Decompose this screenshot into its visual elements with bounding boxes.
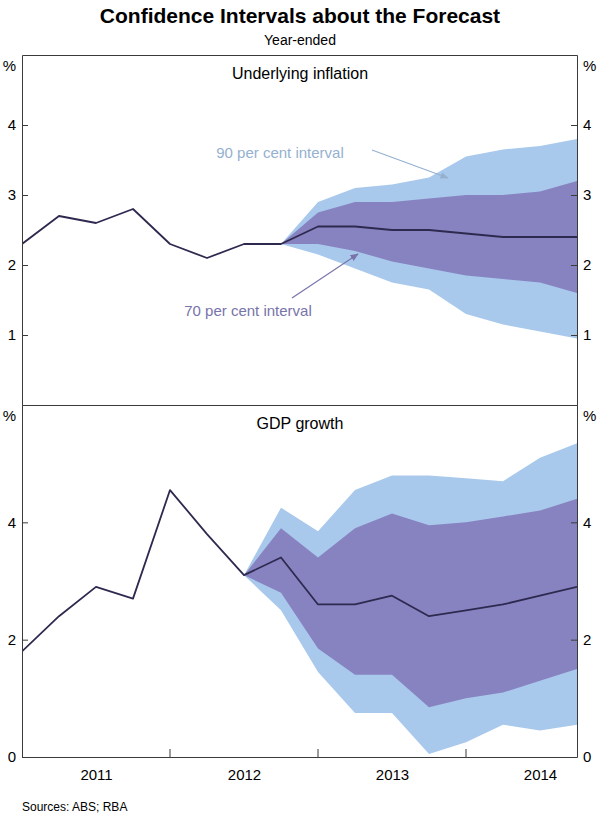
y-tick-label: 4: [583, 116, 591, 133]
y-tick-label: 4: [8, 116, 16, 133]
y-axis-left: 1 2 3 4: [8, 56, 28, 406]
y-tick-mark: [22, 195, 28, 196]
annotation-arrow: [292, 254, 358, 298]
x-tick-label: 2013: [376, 766, 409, 783]
y-tick-mark: [22, 757, 28, 758]
y-tick-mark: [571, 125, 577, 126]
y-tick-label: 3: [583, 186, 591, 203]
y-tick-mark: [571, 640, 577, 641]
y-tick-label: 4: [8, 514, 16, 531]
y-tick: 3: [8, 186, 28, 203]
x-boundary-tick: [170, 749, 171, 757]
x-tick-label: 2011: [80, 766, 112, 783]
y-tick-mark: [571, 522, 577, 523]
axis-line: [23, 405, 578, 406]
y-tick: 4: [571, 514, 591, 531]
y-tick-mark: [571, 757, 577, 758]
y-tick-label: 2: [8, 256, 16, 273]
y-tick-mark: [22, 522, 28, 523]
y-tick-label: 4: [583, 514, 591, 531]
panel-title: GDP growth: [257, 415, 344, 432]
y-tick-mark: [22, 335, 28, 336]
x-boundary-tick: [466, 749, 467, 757]
y-tick-label: 1: [8, 326, 16, 343]
y-tick-mark: [22, 265, 28, 266]
x-tick: 2014: [524, 757, 557, 783]
axis-line: [577, 406, 578, 758]
line: [22, 490, 577, 651]
y-unit-label: %: [3, 407, 16, 424]
plot-area: [22, 443, 577, 754]
y-tick-label: 0: [8, 748, 16, 765]
y-tick-mark: [571, 335, 577, 336]
background: [0, 0, 600, 820]
y-tick: 2: [571, 631, 591, 648]
x-tick-label: 2012: [228, 766, 261, 783]
chart-root: Confidence Intervals about the Forecast Y…: [0, 0, 600, 820]
y-tick-mark: [22, 125, 28, 126]
y-tick-mark: [571, 195, 577, 196]
x-axis: 2011 2012 2013 2014: [23, 757, 578, 783]
title: Confidence Intervals about the Forecast: [100, 4, 500, 27]
axis-line: [23, 757, 578, 758]
y-tick: 0: [8, 748, 28, 765]
axis-line: [22, 56, 23, 406]
annotation: 70 per cent interval: [184, 302, 312, 319]
y-tick: 4: [8, 514, 28, 531]
annotation-arrow: [372, 150, 448, 178]
y-tick-label: 3: [8, 186, 16, 203]
y-axis-right: 0 2 4: [571, 406, 591, 766]
subtitle: Year-ended: [264, 32, 336, 48]
axis-line: [23, 55, 578, 56]
x-tick: 2012: [228, 757, 261, 783]
y-tick-label: 2: [583, 256, 591, 273]
x-tick-label: 2014: [524, 766, 557, 783]
y-tick-mark: [571, 265, 577, 266]
frame-top: [23, 405, 578, 406]
x-boundary-tick: [318, 749, 319, 757]
axis-line: [577, 56, 578, 406]
axis-line: [22, 406, 23, 758]
source: Sources: ABS; RBA: [22, 800, 127, 814]
y-tick: 0: [571, 748, 591, 765]
annotation: 90 per cent interval: [216, 144, 344, 161]
y-tick-mark: [22, 640, 28, 641]
axis-line: [23, 405, 578, 406]
x-tick: 2011: [80, 757, 112, 783]
interval-band: [244, 499, 577, 707]
y-tick-label: 0: [583, 748, 591, 765]
y-tick: 3: [571, 186, 591, 203]
y-axis-left: 0 2 4: [8, 406, 28, 766]
panel-title: Underlying inflation: [232, 65, 368, 82]
y-tick: 2: [8, 631, 28, 648]
y-unit-label: %: [583, 407, 596, 424]
x-tick: 2013: [376, 757, 409, 783]
plot-area: [22, 139, 577, 339]
y-tick-label: 2: [583, 631, 591, 648]
y-tick: 2: [8, 256, 28, 273]
x-axis: [23, 405, 578, 406]
y-tick-label: 2: [8, 631, 16, 648]
frame-top: [23, 55, 578, 56]
y-axis-right: 1 2 3 4: [571, 56, 591, 406]
y-tick: 2: [571, 256, 591, 273]
y-tick: 4: [8, 116, 28, 133]
y-unit-label: %: [3, 57, 16, 74]
y-tick: 1: [8, 326, 28, 343]
y-tick: 1: [571, 326, 591, 343]
interval-band: [281, 139, 577, 339]
y-tick: 4: [571, 116, 591, 133]
y-unit-label: %: [583, 57, 596, 74]
line: [22, 209, 577, 258]
y-tick-label: 1: [583, 326, 591, 343]
